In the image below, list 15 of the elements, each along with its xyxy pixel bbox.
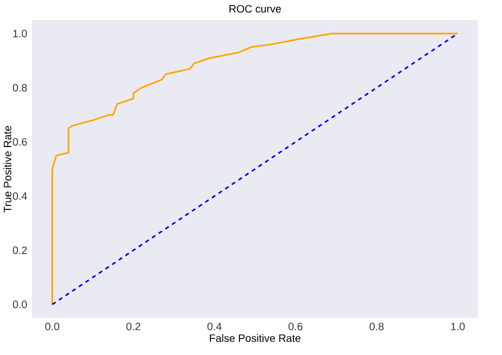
chart-title: ROC curve (230, 5, 281, 13)
x-tick-label: 0.6 (288, 322, 302, 330)
y-tick-label: 0.8 (12, 84, 27, 92)
y-axis-title: True Positive Rate (3, 126, 12, 212)
y-tick-label: 1.0 (13, 30, 27, 38)
x-tick-label: 0.8 (370, 322, 384, 330)
x-tick-label: 0.4 (207, 322, 222, 330)
x-tick-label: 1.0 (451, 322, 465, 330)
x-tick-label: 0.2 (126, 322, 140, 330)
y-tick-label: 0.4 (12, 192, 27, 200)
x-tick-label: 0.0 (45, 322, 60, 330)
x-axis-title: False Positive Rate (210, 334, 300, 342)
y-tick-label: 0.6 (12, 138, 27, 146)
y-tick-label: 0.0 (12, 300, 27, 308)
y-tick-label: 0.2 (12, 246, 27, 254)
